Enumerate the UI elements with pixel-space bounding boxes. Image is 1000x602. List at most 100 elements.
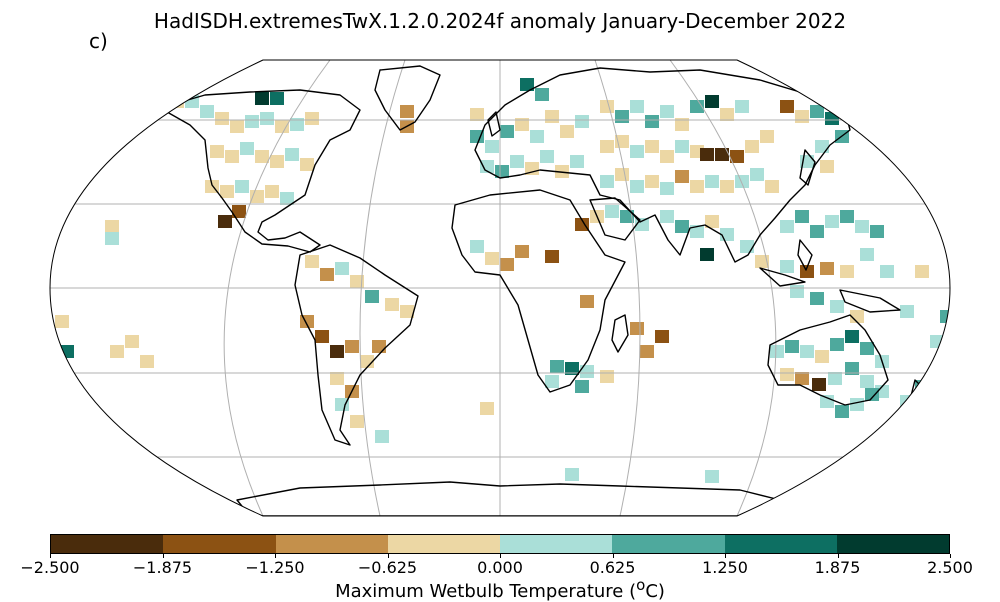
anomaly-cell [345,340,359,353]
anomaly-cell [550,360,564,373]
anomaly-cell [660,150,674,163]
anomaly-cell [620,210,634,223]
anomaly-cell [250,190,264,203]
anomaly-cell [675,170,689,183]
anomaly-cell [200,105,214,118]
anomaly-cell [720,180,734,193]
anomaly-cell [215,112,229,125]
anomaly-cell [880,265,894,278]
anomaly-cell [630,322,644,335]
anomaly-cell [565,468,579,481]
anomaly-cell [850,310,864,323]
anomaly-cell [820,160,834,173]
anomaly-cell [570,155,584,168]
graticule-lines [50,60,950,516]
anomaly-cell [690,225,704,238]
colorbar-tick-label: −1.250 [245,558,305,577]
anomaly-cell [715,148,729,161]
map-border [49,59,951,517]
anomaly-cell [470,108,484,121]
anomaly-cell [275,120,289,133]
colorbar-tick-label: −2.500 [20,558,80,577]
anomaly-cell [825,215,839,228]
colorbar-tick-label: 2.500 [927,558,973,577]
anomaly-cell [55,315,69,328]
anomaly-cell [335,398,349,411]
anomaly-cell [840,265,854,278]
anomaly-cell [470,240,484,253]
anomaly-cell [755,255,769,268]
anomaly-cell [485,140,499,153]
colorbar-segment-6 [724,535,837,553]
anomaly-cell [125,335,139,348]
anomaly-cell [720,108,734,121]
colorbar-tick-label: 0.000 [477,558,523,577]
anomaly-cell [830,300,844,313]
anomaly-cell [840,210,854,223]
anomaly-cell [235,180,249,193]
anomaly-cell [265,185,279,198]
anomaly-cell [795,372,809,385]
colorbar-tick-label: −1.875 [132,558,193,577]
anomaly-cell [360,355,374,368]
anomaly-cell [855,220,869,233]
anomaly-cell [400,105,414,118]
colorbar-tick-label: 0.625 [589,558,636,577]
anomaly-cell [615,168,629,181]
colorbar-tick-mark [500,554,501,558]
colorbar-tick-mark [950,554,951,558]
anomaly-cell [530,130,544,143]
colorbar-segment-0 [51,535,164,553]
anomaly-cell [800,265,814,278]
colorbar-tick-mark [162,554,164,558]
anomaly-cell [480,402,494,415]
anomaly-cell [760,130,774,143]
anomaly-cell [232,205,246,218]
anomaly-cell [865,388,879,401]
coastlines [159,65,926,516]
anomaly-cell [705,175,719,188]
anomaly-cell [350,415,364,428]
anomaly-cell [660,105,674,118]
colorbar-tick-mark [50,554,51,558]
anomaly-cell [575,380,589,393]
anomaly-cell [315,330,329,343]
anomaly-cell [305,255,319,268]
anomaly-cell [765,180,779,193]
anomaly-cell [785,340,799,353]
anomaly-cell [495,165,509,178]
anomaly-cell [170,95,184,108]
anomaly-cell [860,248,874,261]
anomaly-cell [105,232,119,245]
anomaly-cell [860,342,874,355]
anomaly-cell [660,182,674,195]
anomaly-cell [540,150,554,163]
anomaly-grid-cells [55,78,950,483]
anomaly-cell [255,150,269,163]
anomaly-cell [870,225,884,238]
anomaly-cell [600,175,614,188]
anomaly-cell [500,125,514,138]
anomaly-cell [655,330,669,343]
anomaly-cell [810,105,824,118]
anomaly-cell [575,218,589,231]
anomaly-cell [320,268,334,281]
anomaly-cell [690,100,704,113]
anomaly-cell [470,130,484,143]
anomaly-cell [225,150,239,163]
anomaly-cell [630,180,644,193]
anomaly-cell [630,100,644,113]
anomaly-cell [60,345,74,358]
anomaly-cell [372,340,386,353]
anomaly-cell [500,258,514,271]
anomaly-cell [110,345,124,358]
anomaly-cell [825,112,839,125]
anomaly-cell [645,115,659,128]
anomaly-cell [745,140,759,153]
anomaly-cell [220,185,234,198]
anomaly-cell [545,250,559,263]
anomaly-cell [675,220,689,233]
anomaly-cell [780,260,794,273]
anomaly-cell [700,248,714,261]
anomaly-cell [365,290,379,303]
